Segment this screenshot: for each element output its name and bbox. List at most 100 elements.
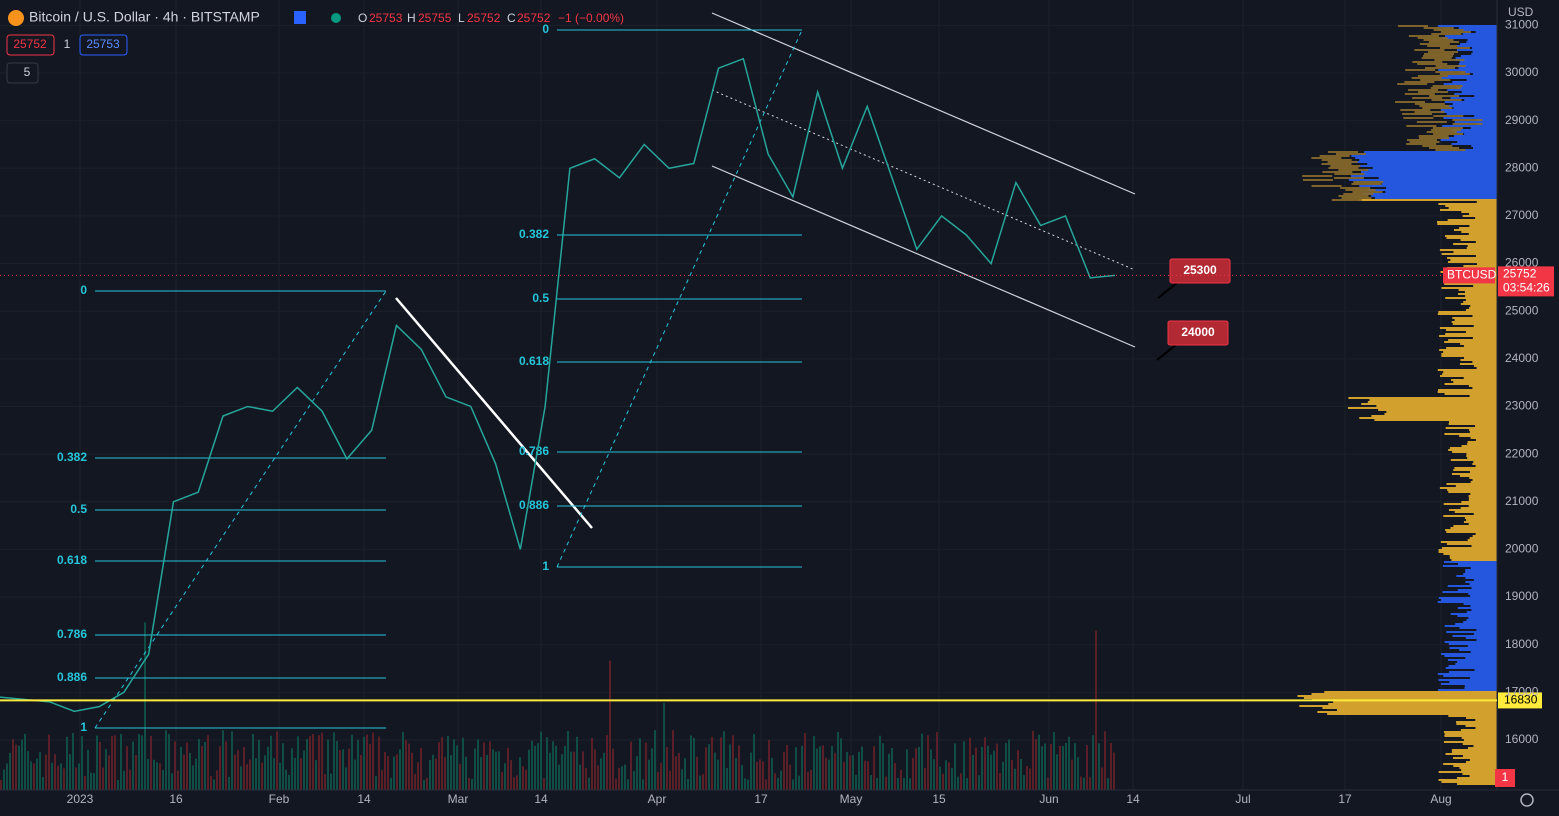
profile-row bbox=[1459, 475, 1497, 477]
volume-bar bbox=[165, 730, 167, 790]
profile-row bbox=[1465, 657, 1497, 659]
profile-row bbox=[1347, 407, 1497, 409]
volume-bar bbox=[66, 736, 68, 790]
volume-bar bbox=[282, 743, 284, 790]
profile-row bbox=[1439, 327, 1497, 329]
volume-bar bbox=[576, 736, 578, 790]
volume-bar bbox=[390, 777, 392, 790]
volume-bar bbox=[252, 733, 254, 790]
volume-bar bbox=[846, 752, 848, 790]
volume-bar bbox=[1110, 742, 1112, 790]
volume-bar bbox=[768, 739, 770, 790]
volume-bar bbox=[981, 746, 983, 790]
volume-bar bbox=[126, 746, 128, 790]
profile-row bbox=[1406, 143, 1437, 145]
volume-bar bbox=[204, 741, 206, 790]
volume-bar bbox=[807, 771, 809, 790]
profile-row bbox=[1448, 715, 1497, 717]
volume-bar bbox=[687, 778, 689, 790]
volume-bar bbox=[45, 754, 47, 790]
price-line bbox=[0, 57, 1116, 713]
settings-icon[interactable] bbox=[1520, 793, 1534, 807]
volume-bar bbox=[582, 751, 584, 790]
volume-bar bbox=[804, 732, 806, 790]
profile-row bbox=[1465, 571, 1497, 573]
volume-bar bbox=[57, 765, 59, 790]
volume-bar bbox=[936, 732, 938, 790]
volume-bar bbox=[450, 755, 452, 790]
volume-bar bbox=[963, 741, 965, 790]
profile-row bbox=[1386, 187, 1497, 189]
time-tick-label: Feb bbox=[269, 792, 290, 806]
volume-bar bbox=[21, 739, 23, 790]
volume-bar bbox=[18, 745, 20, 790]
profile-row bbox=[1472, 387, 1497, 389]
profile-row bbox=[1476, 639, 1497, 641]
profile-row bbox=[1455, 485, 1497, 487]
profile-row bbox=[1333, 177, 1364, 179]
profile-row bbox=[1430, 87, 1461, 89]
channel-bottom bbox=[711, 165, 1136, 348]
volume-bar bbox=[1083, 777, 1085, 790]
profile-row bbox=[1449, 421, 1497, 423]
profile-row bbox=[1453, 765, 1497, 767]
volume-bar bbox=[159, 763, 161, 790]
time-tick-label: 16 bbox=[169, 792, 183, 806]
profile-row bbox=[1469, 759, 1497, 761]
volume-bar bbox=[135, 755, 137, 790]
volume-bar bbox=[759, 759, 761, 790]
volume-bar bbox=[681, 769, 683, 790]
profile-row bbox=[1467, 539, 1497, 541]
volume-bar bbox=[507, 747, 509, 790]
profile-row bbox=[1439, 487, 1497, 489]
profile-row bbox=[1397, 25, 1428, 27]
volume-bar bbox=[312, 733, 314, 790]
profile-row bbox=[1448, 339, 1497, 341]
volume-bar bbox=[69, 754, 71, 790]
profile-row bbox=[1372, 167, 1497, 169]
profile-row bbox=[1452, 317, 1497, 319]
profile-row bbox=[1423, 53, 1454, 55]
profile-row bbox=[1458, 67, 1497, 69]
buy-button[interactable] bbox=[79, 34, 128, 56]
volume-bar bbox=[597, 765, 599, 790]
time-ticks bbox=[79, 0, 1442, 790]
volume-bar bbox=[1065, 742, 1067, 790]
profile-row bbox=[1460, 303, 1497, 305]
profile-row bbox=[1417, 75, 1448, 77]
sell-price[interactable]: 25752 bbox=[13, 37, 47, 51]
volume-bar bbox=[420, 748, 422, 790]
profile-row bbox=[1431, 99, 1462, 101]
profile-row bbox=[1464, 685, 1497, 687]
profile-row bbox=[1442, 565, 1497, 567]
profile-row bbox=[1461, 737, 1497, 739]
profile-row bbox=[1465, 761, 1497, 763]
volume-bar bbox=[561, 754, 563, 790]
profile-row bbox=[1404, 93, 1435, 95]
profile-row bbox=[1467, 441, 1497, 443]
profile-row bbox=[1466, 79, 1497, 81]
volume-bar bbox=[9, 752, 11, 790]
volume-bar bbox=[402, 731, 404, 790]
profile-row bbox=[1453, 469, 1497, 471]
currency[interactable]: USD bbox=[1508, 5, 1534, 19]
profile-row bbox=[1439, 249, 1497, 251]
volume-bar bbox=[810, 769, 812, 790]
profile-row bbox=[1378, 177, 1497, 179]
volume-bar bbox=[975, 747, 977, 790]
buy-price[interactable]: 25753 bbox=[86, 37, 120, 51]
sell-button[interactable] bbox=[6, 34, 55, 56]
profile-row bbox=[1462, 33, 1497, 35]
volume-bar bbox=[861, 746, 863, 790]
indicator-count[interactable]: 5 bbox=[24, 65, 31, 79]
profile-row bbox=[1475, 533, 1497, 535]
profile-row bbox=[1443, 515, 1497, 517]
profile-row bbox=[1303, 697, 1497, 699]
volume-bar bbox=[180, 746, 182, 790]
indicators-toggle[interactable] bbox=[6, 62, 39, 84]
profile-row bbox=[1467, 645, 1497, 647]
profile-row bbox=[1311, 157, 1342, 159]
profile-row bbox=[1476, 201, 1497, 203]
volume-bar bbox=[120, 733, 122, 790]
profile-row bbox=[1441, 781, 1497, 783]
